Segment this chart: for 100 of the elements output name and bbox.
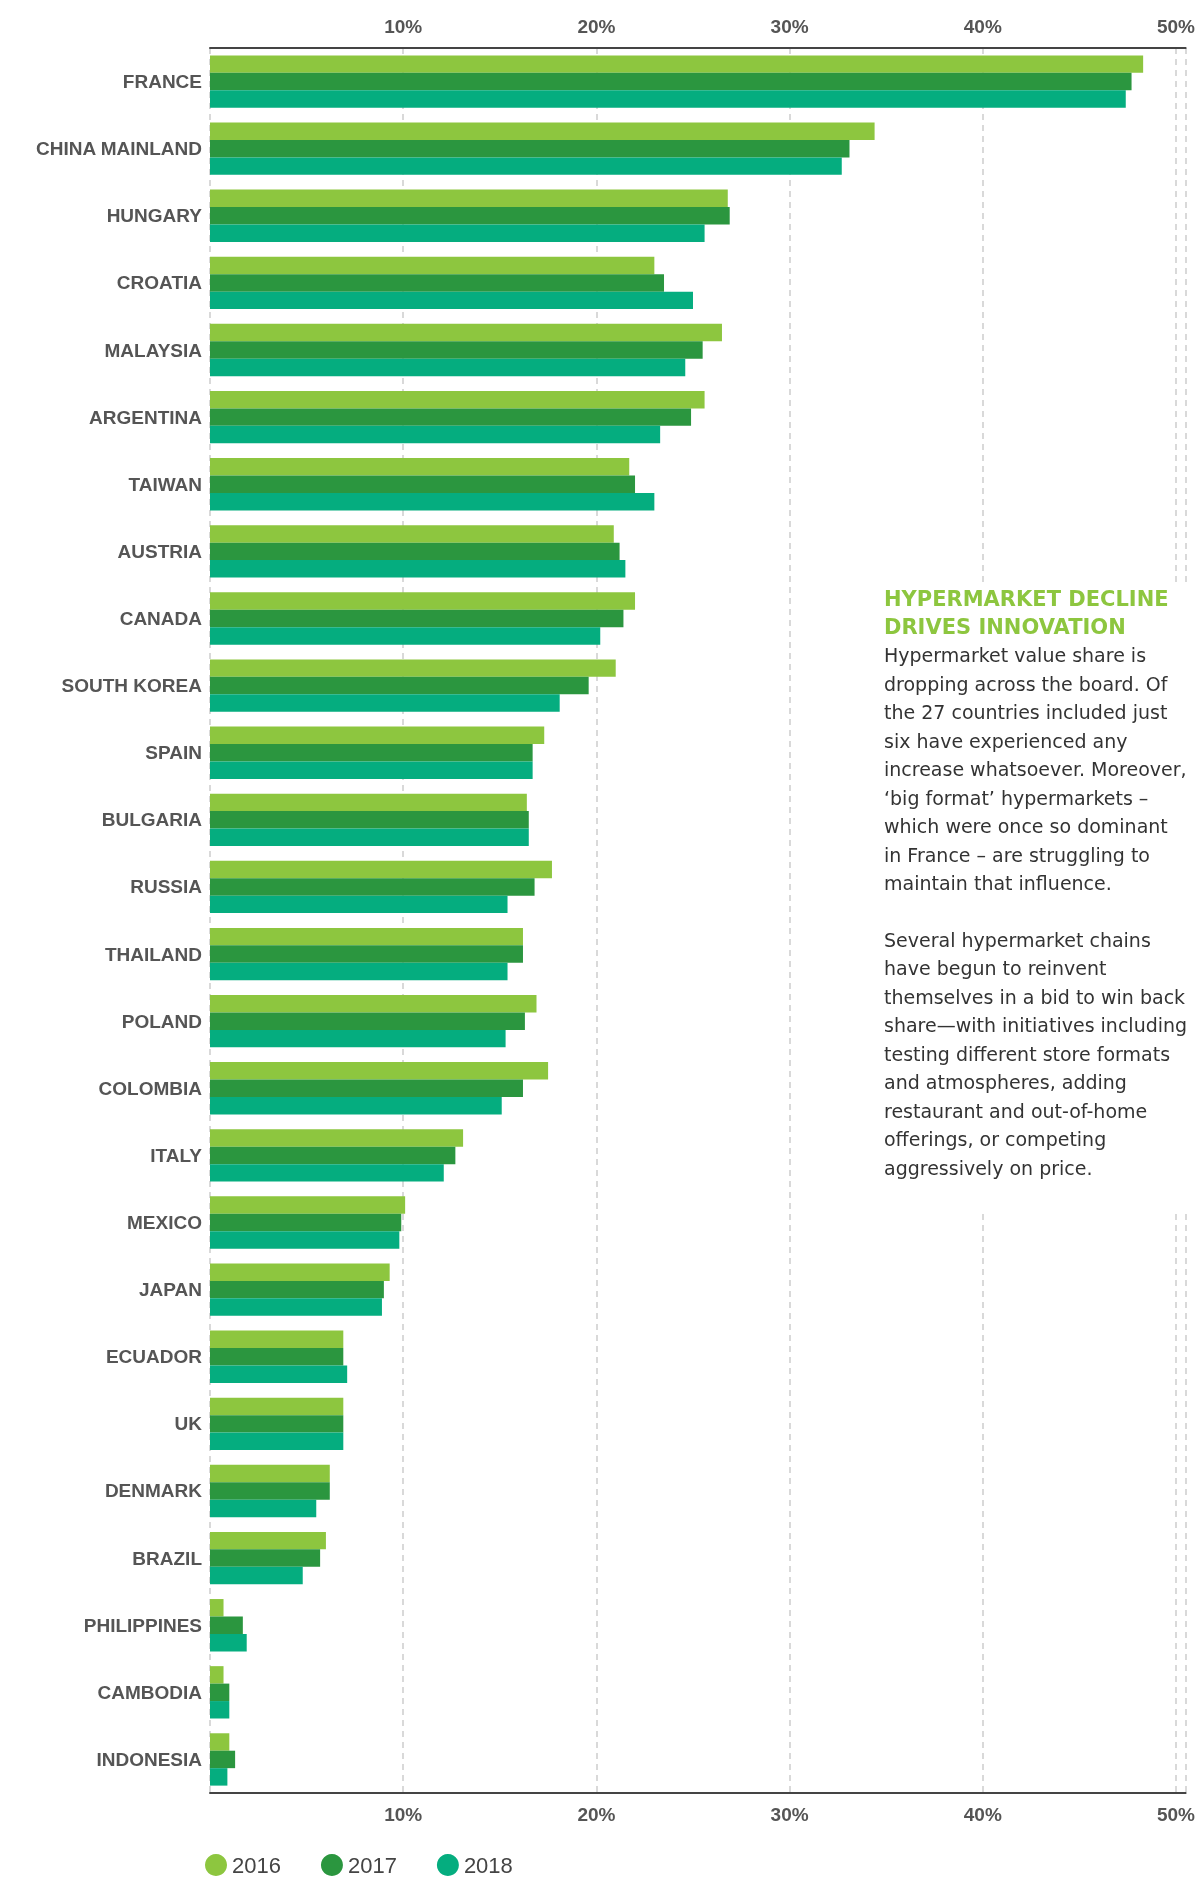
y-tick-label: CROATIA: [116, 272, 203, 294]
y-tick-label: HUNGARY: [106, 205, 203, 227]
bar: [210, 1683, 230, 1702]
bar: [210, 609, 624, 628]
bar: [210, 1196, 406, 1214]
text: Hypermarket value share is dropping across the board. Of the 27 countries included just six have experienced any increase whatsoever. Moreover, ‘big format’ hypermarkets – which were once so dominant in France – are struggling to maintain that influence.: [884, 644, 1187, 894]
bar: [210, 1415, 344, 1433]
bar: [210, 139, 850, 158]
y-tick-label: BULGARIA: [101, 809, 203, 831]
y-tick-label: JAPAN: [139, 1279, 202, 1301]
x-tick-label: 50%: [1156, 16, 1196, 37]
bar: [210, 1330, 344, 1349]
y-tick-label: ITALY: [150, 1144, 203, 1166]
bar: [210, 1599, 224, 1617]
bar: [210, 1531, 326, 1550]
y-tick-label: ARGENTINA: [89, 406, 203, 428]
bar: [210, 207, 730, 225]
bar: [210, 72, 1132, 91]
bar: [210, 1616, 243, 1634]
bar: [210, 122, 875, 140]
bar: [210, 492, 655, 511]
x-tick-label: 20%: [577, 16, 616, 37]
y-tick-label: RUSSIA: [130, 876, 203, 898]
bar: [210, 1280, 384, 1299]
bar: [210, 475, 636, 493]
bar: [210, 927, 523, 946]
bar: [210, 1768, 228, 1786]
y-tick-label: MALAYSIA: [104, 339, 203, 361]
y-tick-label: POLAND: [121, 1010, 202, 1032]
bar: [210, 90, 1126, 108]
bar: [210, 323, 722, 342]
bar: [210, 224, 705, 242]
bar: [210, 1482, 330, 1500]
bar: [210, 1097, 502, 1115]
bar: [210, 189, 728, 208]
bar: [210, 726, 545, 744]
bar: [210, 458, 630, 476]
bar: [210, 1231, 400, 1249]
bar: [210, 1164, 444, 1182]
x2-tick-label: 50%: [1156, 1804, 1196, 1825]
y-tick-label: TAIWAN: [128, 473, 202, 495]
bar: [210, 694, 560, 712]
bar: [210, 358, 686, 377]
bar: [210, 1298, 382, 1316]
bar: [210, 1062, 549, 1080]
bar: [210, 408, 692, 426]
bar: [210, 1348, 344, 1366]
bar: [210, 291, 693, 310]
y-tick-label: CAMBODIA: [97, 1681, 203, 1703]
y-tick-label: INDONESIA: [96, 1748, 203, 1770]
x2-tick-label: 10%: [384, 1804, 423, 1825]
bar: [210, 962, 508, 981]
bar: [210, 995, 537, 1013]
legend-label: 2018: [463, 1852, 513, 1878]
bar: [210, 860, 552, 879]
bar: [210, 542, 620, 561]
bar: [210, 1666, 224, 1684]
bar: [210, 274, 665, 292]
bar: [210, 157, 842, 175]
x-tick-label: 40%: [963, 16, 1002, 37]
y-tick-label: MEXICO: [127, 1212, 202, 1234]
x2-tick-label: 40%: [963, 1804, 1002, 1825]
bar: [210, 743, 533, 762]
bar: [210, 1146, 456, 1165]
y-tick-label: CHINA MAINLAND: [35, 138, 202, 160]
x-tick-label: 10%: [384, 16, 423, 37]
bar: [210, 1432, 344, 1451]
bar: [210, 1733, 230, 1751]
bar: [210, 793, 527, 812]
y-tick-label: BRAZIL: [132, 1547, 203, 1569]
bar: [210, 1365, 348, 1383]
bar: [210, 1397, 344, 1416]
bar: [210, 828, 529, 846]
bar: [210, 1079, 523, 1098]
y-tick-label: ECUADOR: [105, 1346, 203, 1368]
y-tick-label: SPAIN: [145, 742, 202, 764]
bar: [210, 341, 703, 359]
bar: [210, 1213, 402, 1232]
bar: [210, 1549, 321, 1567]
x2-tick-label: 20%: [577, 1804, 616, 1825]
bar: [210, 1633, 247, 1652]
bar: [210, 761, 533, 779]
bar: [210, 1499, 317, 1518]
bar: [210, 1012, 525, 1030]
bar: [210, 390, 705, 409]
bar: [210, 525, 614, 543]
bar: [210, 676, 589, 695]
bar: [210, 256, 655, 275]
bar: [210, 425, 661, 444]
y-tick-label: THAILAND: [104, 943, 202, 965]
text: Several hypermarket chains have begun to reinvent themselves in a bid to win back share—with initiatives including testing different store formats and atmospheres, adding restaurant and out-of-home offerings, or competing aggressively on price.: [884, 928, 1188, 1179]
bar: [210, 1029, 506, 1048]
bar: [210, 1464, 330, 1483]
x2-tick-label: 30%: [770, 1804, 809, 1825]
y-tick-label: FRANCE: [122, 71, 202, 93]
annotation: HYPERMARKET DECLINE DRIVES INNOVATION: [884, 586, 1170, 641]
y-tick-label: CANADA: [119, 607, 203, 629]
y-tick-label: SOUTH KOREA: [61, 675, 203, 697]
y-tick-label: AUSTRIA: [117, 540, 203, 562]
bar: [210, 1701, 230, 1719]
